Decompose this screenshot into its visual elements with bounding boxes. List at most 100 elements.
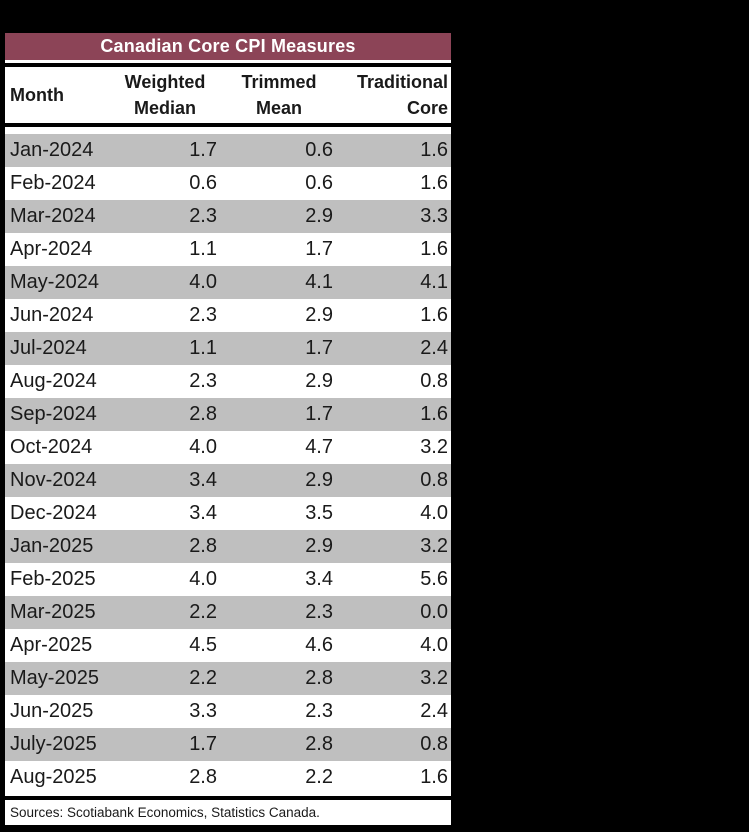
- cell-month: Jun-2024: [10, 304, 94, 326]
- column-header-trimmed-mean: Trimmed Mean: [221, 69, 337, 121]
- table-row: Aug-2025 2.8 2.2 1.6: [5, 761, 451, 794]
- cell-trimmed-mean: 1.7: [305, 238, 333, 260]
- table-row: Oct-2024 4.0 4.7 3.2: [5, 431, 451, 464]
- cell-traditional-core: 4.0: [420, 502, 448, 524]
- table-header-row: Month Weighted Median Trimmed Mean Tradi…: [5, 67, 451, 123]
- cell-month: Oct-2024: [10, 436, 93, 458]
- divider-under-title: [5, 63, 451, 67]
- cell-traditional-core: 1.6: [420, 403, 448, 425]
- cell-trimmed-mean: 2.9: [305, 205, 333, 227]
- cell-weighted-median: 2.8: [189, 535, 217, 557]
- cell-trimmed-mean: 1.7: [305, 403, 333, 425]
- source-note: Sources: Scotiabank Economics, Statistic…: [10, 805, 320, 820]
- cell-trimmed-mean: 2.2: [305, 766, 333, 788]
- cell-trimmed-mean: 4.7: [305, 436, 333, 458]
- cell-month: July-2025: [10, 733, 97, 755]
- table-row: May-2024 4.0 4.1 4.1: [5, 266, 451, 299]
- cell-month: Feb-2024: [10, 172, 96, 194]
- column-header-traditional-core-line1: Traditional: [356, 71, 448, 92]
- cell-trimmed-mean: 2.9: [305, 304, 333, 326]
- column-header-weighted-median: Weighted Median: [109, 69, 221, 121]
- cell-trimmed-mean: 2.8: [305, 667, 333, 689]
- column-header-traditional-core-line2: Core: [406, 98, 448, 118]
- table-row: Aug-2024 2.3 2.9 0.8: [5, 365, 451, 398]
- cell-month: Dec-2024: [10, 502, 97, 524]
- cell-trimmed-mean: 0.6: [305, 139, 333, 161]
- cell-traditional-core: 3.3: [420, 205, 448, 227]
- cell-trimmed-mean: 2.9: [305, 370, 333, 392]
- table-row: Jun-2025 3.3 2.3 2.4: [5, 695, 451, 728]
- cell-traditional-core: 0.8: [420, 469, 448, 491]
- cell-weighted-median: 2.8: [189, 766, 217, 788]
- cell-month: Sep-2024: [10, 403, 97, 425]
- cell-month: Aug-2024: [10, 370, 97, 392]
- cell-traditional-core: 1.6: [420, 172, 448, 194]
- table-row: Jan-2024 1.7 0.6 1.6: [5, 134, 451, 167]
- table-title: Canadian Core CPI Measures: [100, 36, 356, 56]
- cell-month: Apr-2024: [10, 238, 93, 260]
- cell-month: Jan-2025: [10, 535, 94, 557]
- cell-traditional-core: 2.4: [420, 337, 448, 359]
- cell-weighted-median: 2.2: [189, 601, 217, 623]
- cell-traditional-core: 4.1: [420, 271, 448, 293]
- column-header-trimmed-mean-line2: Mean: [255, 98, 302, 118]
- cell-month: Nov-2024: [10, 469, 97, 491]
- cell-trimmed-mean: 3.4: [305, 568, 333, 590]
- cell-weighted-median: 4.5: [189, 634, 217, 656]
- cell-traditional-core: 1.6: [420, 766, 448, 788]
- column-header-traditional-core: Traditional Core: [337, 69, 451, 121]
- table-row: May-2025 2.2 2.8 3.2: [5, 662, 451, 695]
- cell-weighted-median: 2.3: [189, 304, 217, 326]
- cell-trimmed-mean: 1.7: [305, 337, 333, 359]
- cell-trimmed-mean: 2.8: [305, 733, 333, 755]
- cell-weighted-median: 3.3: [189, 700, 217, 722]
- cell-month: Mar-2024: [10, 205, 96, 227]
- table-row: Jun-2024 2.3 2.9 1.6: [5, 299, 451, 332]
- table-title-bar: Canadian Core CPI Measures: [5, 33, 451, 60]
- cell-month: Jul-2024: [10, 337, 87, 359]
- cell-trimmed-mean: 2.3: [305, 601, 333, 623]
- cell-trimmed-mean: 2.3: [305, 700, 333, 722]
- table-row: Nov-2024 3.4 2.9 0.8: [5, 464, 451, 497]
- cell-month: Aug-2025: [10, 766, 97, 788]
- cell-trimmed-mean: 4.1: [305, 271, 333, 293]
- cell-weighted-median: 1.7: [189, 733, 217, 755]
- cell-traditional-core: 5.6: [420, 568, 448, 590]
- cell-weighted-median: 1.7: [189, 139, 217, 161]
- table-row: Feb-2024 0.6 0.6 1.6: [5, 167, 451, 200]
- cell-traditional-core: 1.6: [420, 238, 448, 260]
- cell-month: Apr-2025: [10, 634, 93, 656]
- cell-weighted-median: 2.3: [189, 370, 217, 392]
- cell-weighted-median: 2.3: [189, 205, 217, 227]
- cell-weighted-median: 1.1: [189, 238, 217, 260]
- cell-weighted-median: 4.0: [189, 436, 217, 458]
- column-header-month: Month: [10, 84, 64, 105]
- cell-weighted-median: 2.2: [189, 667, 217, 689]
- table-row: Jul-2024 1.1 1.7 2.4: [5, 332, 451, 365]
- column-header-weighted-median-line2: Median: [133, 98, 196, 118]
- cell-traditional-core: 3.2: [420, 535, 448, 557]
- table-row: Jan-2025 2.8 2.9 3.2: [5, 530, 451, 563]
- table-row: Sep-2024 2.8 1.7 1.6: [5, 398, 451, 431]
- cell-weighted-median: 2.8: [189, 403, 217, 425]
- cell-month: Jun-2025: [10, 700, 94, 722]
- cell-month: Mar-2025: [10, 601, 96, 623]
- cell-traditional-core: 0.0: [420, 601, 448, 623]
- cell-traditional-core: 0.8: [420, 370, 448, 392]
- column-header-weighted-median-line1: Weighted: [124, 71, 206, 92]
- cell-month: Feb-2025: [10, 568, 96, 590]
- column-header-trimmed-mean-line1: Trimmed: [241, 71, 317, 92]
- cell-weighted-median: 4.0: [189, 271, 217, 293]
- table-body: Jan-2024 1.7 0.6 1.6 Feb-2024 0.6 0.6 1.6 Mar-20…: [5, 134, 451, 794]
- table-row: Mar-2025 2.2 2.3 0.0: [5, 596, 451, 629]
- table-row: Dec-2024 3.4 3.5 4.0: [5, 497, 451, 530]
- cell-traditional-core: 1.6: [420, 139, 448, 161]
- table-row: July-2025 1.7 2.8 0.8: [5, 728, 451, 761]
- table-row: Mar-2024 2.3 2.9 3.3: [5, 200, 451, 233]
- cell-traditional-core: 4.0: [420, 634, 448, 656]
- cell-traditional-core: 3.2: [420, 436, 448, 458]
- cell-weighted-median: 3.4: [189, 469, 217, 491]
- cell-traditional-core: 2.4: [420, 700, 448, 722]
- cell-weighted-median: 4.0: [189, 568, 217, 590]
